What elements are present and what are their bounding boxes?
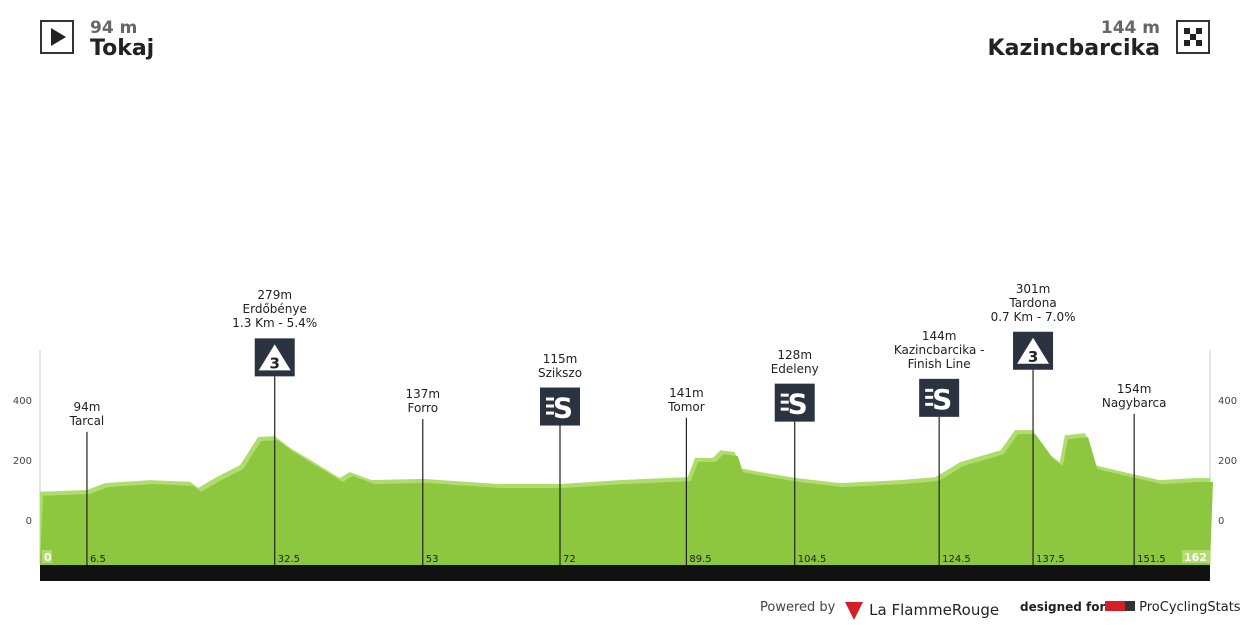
x-tick-label: 151.5 [1137, 554, 1166, 565]
finish-city: Kazincbarcika [987, 36, 1160, 61]
y-tick-left: 400 [13, 396, 32, 407]
point-label-line: 141m [669, 385, 704, 400]
base-bar [40, 565, 1210, 581]
powered-by: Powered by [760, 600, 836, 615]
sprint-icon: S [540, 387, 580, 426]
svg-text:S: S [553, 392, 573, 425]
point-label-line: Tarcal [69, 413, 105, 428]
y-tick-right: 400 [1218, 396, 1237, 407]
point-label: 154m Nagybarca [1102, 382, 1167, 410]
y-tick-left: 200 [13, 456, 32, 467]
point-label-line: Erdőbénye [242, 302, 307, 317]
point-label: 115m Szikszo [538, 352, 582, 380]
point-label: 141m Tomor [668, 386, 705, 414]
point-label: 128m Edeleny [771, 348, 819, 376]
y-tick-left: 0 [26, 516, 32, 527]
profile-area [40, 434, 1213, 565]
point-label: 144m Kazincbarcika - Finish Line [894, 329, 985, 371]
point-label-line: Edeleny [770, 361, 819, 376]
kom-category-3-icon: 3 [1013, 331, 1054, 370]
y-tick-right: 0 [1218, 516, 1224, 527]
svg-text:3: 3 [270, 354, 280, 372]
point-label-line: Szikszo [537, 365, 583, 380]
designed-for: designed for [1020, 600, 1106, 614]
x-label-bg [42, 550, 52, 563]
point-label-line: 154m [1116, 381, 1152, 396]
kom-category-3-icon: 3 [254, 338, 295, 377]
svg-text:S: S [932, 383, 952, 416]
point-label-line: Finish Line [907, 356, 971, 371]
lfr-logo[interactable]: La FlammeRouge [845, 600, 999, 620]
point-label-line: Nagybarca [1101, 395, 1167, 410]
x-tick-label: 89.5 [689, 554, 711, 565]
point-label-line: 144m [921, 328, 957, 343]
x-tick-label: 0 [44, 551, 52, 564]
point-label-line: 279m [257, 288, 293, 303]
elevation-profile-chart: 0 0 200 200 400 400 3 S S S 3 0 6.5 32.5 53 72 89.5 104.5… [13, 331, 1237, 581]
point-label-line: Tomor [668, 399, 705, 414]
point-label: 137m Forro [405, 387, 440, 415]
flamme-rouge-icon [845, 602, 863, 620]
point-label-line: 115m [542, 351, 578, 366]
x-tick-label: 137.5 [1036, 554, 1065, 565]
x-tick-label: 162 [1184, 551, 1207, 564]
point-label: 279m Erdőbénye 1.3 Km - 5.4% [232, 288, 317, 330]
pcs-logo[interactable]: ProCyclingStats [1105, 600, 1241, 615]
finish-altitude: 144 m [1100, 18, 1160, 38]
point-label-line: 0.7 Km - 7.0% [990, 309, 1076, 324]
point-label: 301m Tardona 0.7 Km - 7.0% [991, 282, 1076, 324]
svg-text:S: S [788, 388, 808, 421]
x-tick-label: 72 [563, 554, 576, 565]
point-label-line: Kazincbarcika - [893, 342, 985, 357]
x-tick-label: 53 [426, 554, 439, 565]
sprint-icon: S [919, 378, 960, 417]
play-icon [40, 20, 74, 54]
start-altitude: 94 m [90, 18, 138, 38]
point-label-line: 94m [73, 399, 101, 414]
point-label-line: 128m [777, 347, 813, 362]
pcs-icon [1105, 601, 1135, 611]
point-label-line: 301m [1015, 281, 1051, 296]
point-label: 94m Tarcal [70, 400, 105, 428]
point-label-line: Tardona [1009, 295, 1057, 310]
sprint-icon: S [774, 383, 815, 422]
x-tick-label: 124.5 [942, 554, 971, 565]
x-tick-label: 104.5 [798, 554, 827, 565]
checkered-flag-icon [1176, 20, 1210, 54]
svg-text:3: 3 [1028, 348, 1038, 366]
x-tick-label: 6.5 [90, 554, 106, 565]
point-label-line: 137m [405, 386, 441, 401]
point-label-line: Forro [407, 400, 439, 415]
x-tick-label: 32.5 [278, 554, 300, 565]
point-label-line: 1.3 Km - 5.4% [232, 316, 318, 331]
start-city: Tokaj [90, 36, 155, 61]
y-tick-right: 200 [1218, 456, 1237, 467]
x-label-bg [1182, 550, 1210, 563]
